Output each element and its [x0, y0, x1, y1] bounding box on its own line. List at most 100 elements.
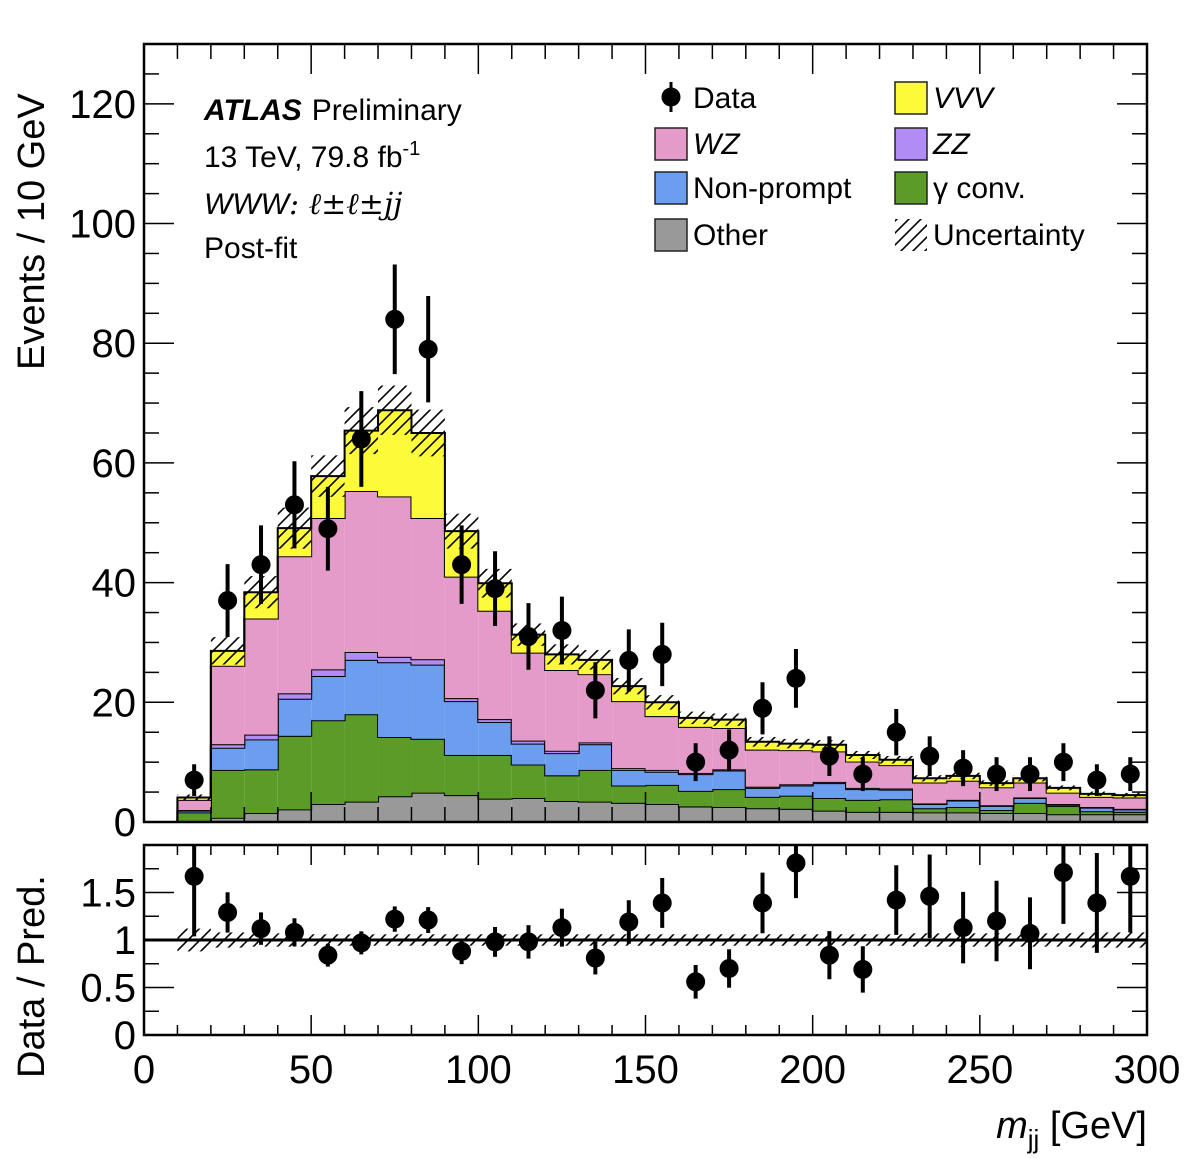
- bar-segment: [277, 735, 312, 810]
- uncertainty-band: [210, 637, 245, 665]
- bar-segment: [1113, 811, 1147, 815]
- energy-lumi-label: 13 TeV, 79.8 fb-1: [204, 138, 420, 174]
- bar-segment: [1080, 807, 1114, 812]
- bar-segment: [277, 556, 312, 694]
- bar-segment: [545, 775, 579, 802]
- bar-segment: [444, 754, 479, 796]
- bar-segment: [578, 769, 613, 802]
- ratio-y-tick-label: 0.5: [80, 967, 136, 1011]
- bar-segment: [244, 813, 278, 822]
- x-tick-label: 300: [1114, 1048, 1181, 1092]
- ratio-marker: [619, 912, 639, 932]
- legend-label: Uncertainty: [933, 219, 1085, 252]
- data-point: [418, 296, 438, 403]
- fit-label: Post-fit: [204, 232, 298, 265]
- bar-segment: [478, 610, 512, 720]
- bar-segment: [511, 740, 546, 744]
- bar-segment: [645, 804, 679, 822]
- data-marker: [1087, 770, 1107, 790]
- data-point: [686, 743, 706, 782]
- bar-segment: [1013, 813, 1047, 822]
- ratio-point: [385, 906, 405, 932]
- ratio-marker: [1053, 863, 1073, 883]
- data-marker: [318, 519, 338, 539]
- ratio-panel: 00.511.5 0 50 100 150 200 250 300: [80, 843, 1181, 1092]
- uncertainty-band: [411, 409, 445, 457]
- atlas-label-block: ATLAS Preliminary 13 TeV, 79.8 fb-1 WWW: …: [203, 94, 462, 265]
- bar-segment: [645, 784, 679, 805]
- bar-segment: [879, 765, 913, 789]
- data-point: [318, 486, 338, 571]
- bar-segment: [545, 669, 579, 751]
- bar-segment: [177, 812, 211, 822]
- bar-segment: [745, 808, 780, 822]
- bar-segment: [378, 662, 412, 738]
- legend-swatch: [654, 171, 688, 205]
- data-marker: [518, 626, 538, 646]
- bar-segment: [411, 517, 445, 660]
- series-wz: [176, 490, 1148, 822]
- channel-label: WWW: ℓ±ℓ±jj: [204, 187, 402, 222]
- x-axis-title-sub: jj: [1027, 1124, 1040, 1154]
- bar-segment: [1080, 796, 1114, 808]
- bar-segment: [812, 783, 847, 799]
- bar-segment: [612, 785, 646, 803]
- x-tick-label: 100: [445, 1048, 512, 1092]
- ratio-point: [786, 845, 806, 899]
- x-axis-title-var: m: [996, 1105, 1028, 1147]
- energy-lumi-text: 13 TeV, 79.8 fb: [204, 141, 403, 174]
- bar-segment: [478, 798, 512, 822]
- x-axis-title: mjj [GeV]: [996, 1105, 1147, 1154]
- data-point: [1020, 757, 1040, 792]
- bar-segment: [779, 785, 813, 796]
- data-marker: [1120, 764, 1140, 784]
- bar-segment: [311, 675, 345, 721]
- data-point: [284, 461, 304, 549]
- ratio-marker: [385, 909, 405, 929]
- bar-segment: [444, 795, 479, 822]
- ratio-point: [251, 912, 271, 945]
- ratio-marker: [218, 902, 238, 922]
- ratio-marker: [251, 919, 271, 939]
- bar-segment: [411, 659, 445, 665]
- ratio-marker: [853, 959, 873, 979]
- bar-segment: [612, 701, 646, 769]
- bar-segment: [612, 769, 646, 786]
- ratio-point: [619, 900, 639, 944]
- uncertainty-band: [645, 695, 679, 710]
- data-marker: [719, 740, 739, 760]
- data-point: [585, 662, 605, 719]
- x-tick-label: 200: [779, 1048, 846, 1092]
- uncertainty-band: [745, 736, 780, 747]
- ratio-point: [351, 931, 371, 955]
- legend-label: ZZ: [932, 128, 971, 161]
- ratio-marker: [1120, 866, 1140, 886]
- data-marker: [652, 644, 672, 664]
- bar-segment: [879, 811, 913, 822]
- legend-item: Data: [661, 82, 757, 115]
- data-point: [385, 264, 405, 375]
- data-point: [351, 391, 371, 487]
- experiment-status: Preliminary: [312, 94, 462, 127]
- legend-hatch-swatch: [895, 219, 927, 251]
- data-point: [987, 757, 1007, 792]
- ratio-marker: [284, 922, 304, 942]
- y-tick-label: 100: [69, 203, 136, 247]
- ratio-marker: [585, 948, 605, 968]
- data-point: [452, 525, 472, 604]
- bar-segment: [244, 739, 278, 770]
- bar-segment: [946, 800, 980, 808]
- legend-item: WZ: [654, 127, 741, 161]
- bar-segment: [311, 669, 345, 676]
- legend-item: γ conv.: [894, 171, 1026, 205]
- y-tick-label: 20: [92, 681, 137, 725]
- ratio-point: [987, 880, 1007, 962]
- ratio-marker: [920, 886, 940, 906]
- bar-segment: [378, 737, 412, 797]
- data-point: [485, 551, 505, 626]
- bar-segment: [745, 787, 780, 797]
- legend-swatch: [894, 81, 928, 115]
- ratio-marker: [518, 932, 538, 952]
- ratio-marker: [452, 941, 472, 961]
